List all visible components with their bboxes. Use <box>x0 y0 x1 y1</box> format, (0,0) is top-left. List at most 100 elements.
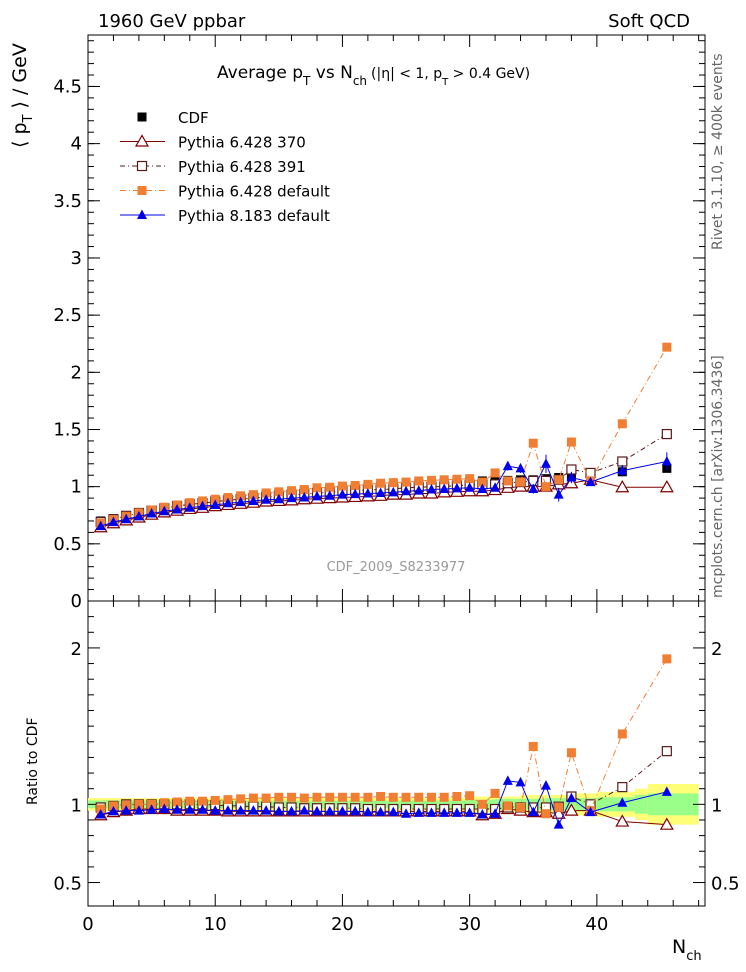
legend-entry-p391: Pythia 6.428 391 <box>120 158 306 176</box>
ratio-point-p6def <box>528 741 538 751</box>
ratio-point-p6def <box>490 788 500 798</box>
main-point-p8def <box>477 483 488 493</box>
ratio-point-p6def <box>477 799 487 809</box>
ratio-point-p8def <box>451 807 462 817</box>
main-point-p8def <box>401 485 412 496</box>
main-point-p8def <box>248 495 259 505</box>
uncertainty-band-green <box>635 794 648 814</box>
ratio-point-p6def <box>376 792 386 802</box>
main-point-p6def <box>312 483 322 493</box>
main-point-p6def <box>662 342 672 352</box>
legend-marker-p8def <box>137 209 147 219</box>
ratio-point-p8def <box>286 805 297 816</box>
ratio-point-p8def <box>566 792 577 803</box>
x-tick-label: 10 <box>204 914 227 935</box>
ratio-point-p8def <box>146 804 157 814</box>
main-point-p8def <box>661 456 672 466</box>
main-point-p8def <box>222 497 233 508</box>
main-point-p8def <box>585 476 596 487</box>
rivet-version-label: Rivet 3.1.10, ≥ 400k events <box>710 53 726 250</box>
ratio-point-p6def <box>554 802 564 812</box>
legend: CDF Pythia 6.428 370 Pythia 6.428 391 Pythi… <box>120 109 330 225</box>
ratio-point-p8def <box>540 780 551 790</box>
main-point-p6def <box>210 494 220 504</box>
main-point-p6def <box>350 481 360 491</box>
ratio-point-p6def <box>439 792 449 802</box>
y-tick-label: 2 <box>71 362 82 383</box>
main-point-p8def <box>324 490 335 500</box>
ratio-point-p6def <box>299 793 309 803</box>
main-point-p8def <box>108 516 119 527</box>
x-tick-label: 20 <box>331 914 354 935</box>
y-axis-label-ratio: Ratio to CDF <box>25 717 41 805</box>
ratio-point-p8def <box>528 806 539 817</box>
main-point-p6def <box>541 482 551 492</box>
main-series-p391 <box>95 428 672 528</box>
main-point-p8def <box>311 490 322 501</box>
main-point-p6def <box>337 481 347 491</box>
ratio-line-p6def <box>100 658 668 815</box>
ratio-point-p370 <box>659 817 674 830</box>
ratio-point-p6def <box>337 792 347 802</box>
ratio-point-p6def <box>261 793 271 803</box>
ratio-point-p6def <box>350 792 360 802</box>
main-point-p391 <box>617 456 628 467</box>
ratio-point-p6def <box>185 796 195 806</box>
legend-label-p370: Pythia 6.428 370 <box>178 134 306 152</box>
legend-marker-p6def <box>137 186 147 195</box>
ratio-point-p6def <box>503 801 513 811</box>
legend-label-p6def: Pythia 6.428 default <box>178 183 330 201</box>
main-point-p8def <box>286 492 297 503</box>
ratio-point-p8def <box>273 805 284 816</box>
ratio-point-p8def <box>477 809 488 819</box>
main-point-p6def <box>477 477 487 487</box>
main-point-p8def <box>617 465 628 475</box>
main-point-p8def <box>210 499 221 509</box>
ratio-point-p8def <box>121 805 132 815</box>
ratio-point-p370 <box>564 803 579 816</box>
main-series-p8def <box>95 452 672 531</box>
ratio-point-p8def <box>133 805 144 815</box>
main-point-p6def <box>503 476 513 486</box>
main-point-p8def <box>235 496 246 507</box>
ratio-point-p8def <box>375 806 386 817</box>
ratio-point-p8def <box>248 805 259 815</box>
main-point-p8def <box>337 489 348 499</box>
main-point-p8def <box>439 483 450 493</box>
data-series <box>93 342 674 830</box>
legend-label-p8def: Pythia 8.183 default <box>178 207 330 225</box>
main-point-p6def <box>554 475 564 485</box>
main-point-p8def <box>502 460 513 471</box>
main-point-p8def <box>528 483 539 493</box>
ratio-y-tick-label: 1 <box>71 795 82 816</box>
y-tick-label: 3.5 <box>53 191 82 212</box>
ratio-point-p8def <box>362 806 373 817</box>
ratio-point-p8def <box>553 819 564 829</box>
y-tick-label: 4.5 <box>53 76 82 97</box>
ratio-point-p370 <box>615 814 630 827</box>
main-point-p8def <box>388 486 399 497</box>
main-point-p391 <box>585 467 596 479</box>
main-point-p8def <box>273 493 284 504</box>
main-point-p8def <box>451 482 462 493</box>
main-point-p391 <box>661 428 672 440</box>
ratio-point-p8def <box>464 807 475 817</box>
y-tick-label: 1.5 <box>53 419 82 440</box>
ratio-point-p8def <box>413 807 424 817</box>
y-tick-label: 1 <box>71 477 82 498</box>
ratio-point-p8def <box>426 807 437 817</box>
ratio-point-p6def <box>414 792 424 802</box>
uncertainty-band-green <box>533 798 546 810</box>
main-point-p6def <box>617 419 627 429</box>
legend-entry-p6def: Pythia 6.428 default <box>120 183 330 201</box>
main-point-p6def <box>236 491 246 501</box>
main-point-p6def <box>414 476 424 486</box>
ratio-point-p6def <box>210 795 220 805</box>
y-tick-label: 2.5 <box>53 305 82 326</box>
main-point-p6def <box>274 487 284 497</box>
main-point-p8def <box>133 510 144 521</box>
ratio-point-p6def <box>617 729 627 739</box>
main-point-p8def <box>350 488 361 499</box>
ratio-point-p6def <box>388 792 398 802</box>
